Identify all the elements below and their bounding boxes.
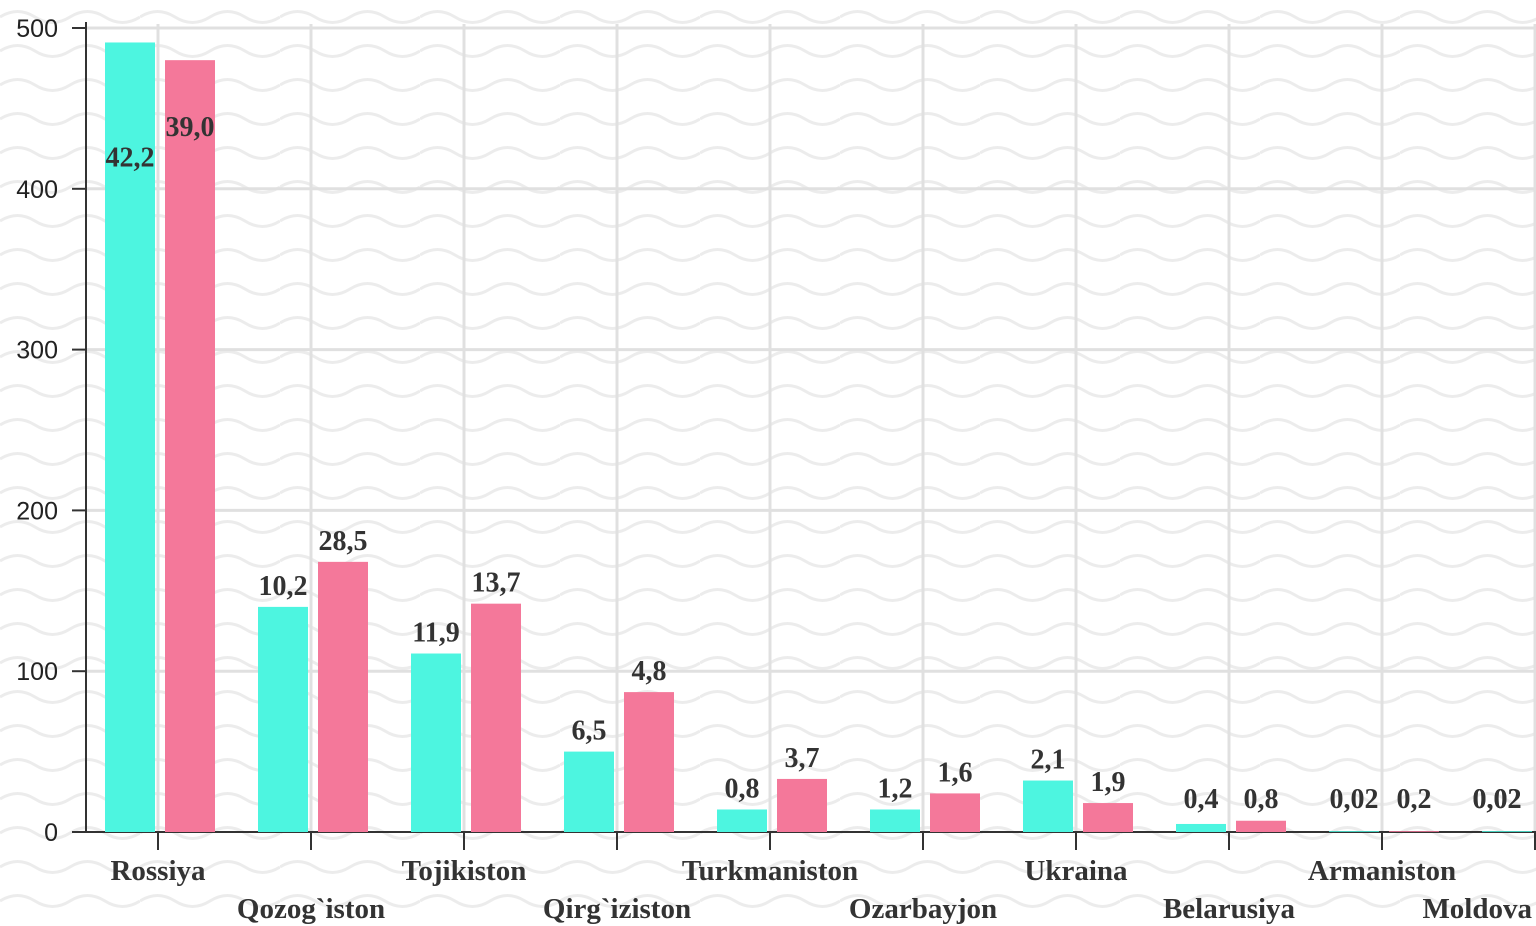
bar [1482, 831, 1532, 832]
y-tick-label: 100 [16, 658, 58, 686]
bar [1176, 823, 1226, 832]
data-label: 6,5 [572, 716, 607, 747]
bar [717, 809, 767, 832]
data-label: 2,1 [1031, 745, 1066, 776]
data-label: 3,7 [785, 743, 820, 774]
data-label: 11,9 [412, 618, 459, 649]
bar [777, 778, 827, 832]
data-label: 1,9 [1091, 767, 1126, 798]
bar [105, 42, 155, 833]
bar [1023, 780, 1073, 832]
x-tick-label: Rossiya [110, 855, 206, 887]
x-tick-label: Armaniston [1308, 855, 1456, 887]
x-tick-label: Belarusiya [1163, 893, 1296, 925]
data-label: 0,8 [1244, 784, 1279, 815]
bar [471, 603, 521, 832]
data-label: 0,8 [725, 773, 760, 804]
bar [1083, 803, 1133, 832]
bar [318, 561, 368, 832]
x-tick-label: Turkmaniston [682, 855, 858, 887]
y-tick-label: 300 [16, 337, 58, 365]
x-tick-label: Ukraina [1024, 855, 1128, 887]
bar [411, 653, 461, 832]
bar [564, 751, 614, 832]
data-label: 0,02 [1473, 784, 1522, 815]
data-label: 4,8 [632, 656, 667, 687]
data-label: 1,6 [938, 757, 973, 788]
x-tick-label: Qirg`iziston [543, 893, 691, 925]
bar [1236, 820, 1286, 832]
y-tick-label: 0 [44, 819, 58, 847]
data-label: 1,2 [878, 773, 913, 804]
data-label: 0,2 [1397, 784, 1432, 815]
bar [930, 793, 980, 832]
data-label: 10,2 [259, 571, 308, 602]
bars [105, 42, 1532, 833]
y-tick-label: 400 [16, 176, 58, 204]
data-label: 13,7 [472, 568, 521, 599]
data-label: 0,02 [1473, 784, 1522, 815]
data-label: 42,2 [106, 142, 155, 173]
gridlines [86, 24, 1536, 832]
x-tick-label: Moldova [1422, 893, 1532, 925]
data-label: 0,4 [1184, 784, 1219, 815]
x-tick-label: Tojikiston [402, 855, 527, 887]
bar [624, 692, 674, 832]
bar [165, 60, 215, 833]
x-tick-label: Qozog`iston [237, 893, 385, 925]
bar [870, 809, 920, 832]
x-tick-label: Ozarbayjon [849, 893, 997, 925]
bar [258, 606, 308, 832]
data-labels: 42,2 10,2 11,9 6,5 0,8 1,2 2,1 0,4 0,02 0,02 39,0 2… [106, 112, 1522, 815]
bar [1389, 831, 1439, 832]
bar [1329, 831, 1379, 832]
y-tick-label: 500 [16, 15, 58, 43]
data-label: 39,0 [166, 112, 215, 143]
data-label: 0,02 [1330, 784, 1379, 815]
data-label: 28,5 [319, 526, 368, 557]
y-tick-label: 200 [16, 497, 58, 525]
